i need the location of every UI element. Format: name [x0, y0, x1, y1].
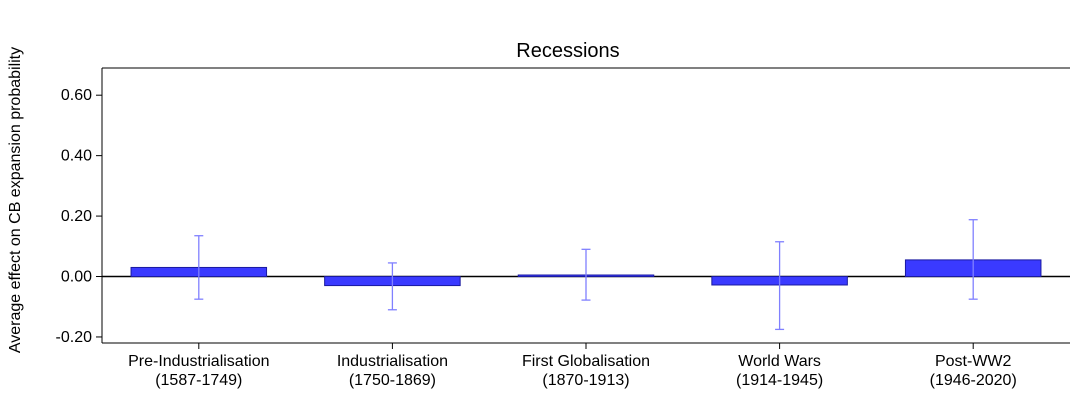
- x-tick-label-period: (1914-1945): [736, 372, 823, 389]
- x-tick-label-period: (1946-2020): [930, 372, 1017, 389]
- chart-title: Recessions: [516, 40, 619, 62]
- x-tick-label: First Globalisation: [522, 353, 650, 370]
- x-tick-label-period: (1870-1913): [542, 372, 629, 389]
- y-tick-label: 0.60: [61, 87, 92, 104]
- y-tick-label: 0.00: [61, 269, 92, 286]
- plot-area: 0.60 0.40 0.20 0.00 -0.20 Pre-Industrialisati…: [56, 67, 1070, 389]
- x-tick-label-period: (1750-1869): [349, 372, 436, 389]
- y-tick-label: -0.20: [56, 329, 93, 346]
- x-tick-label-period: (1587-1749): [155, 372, 242, 389]
- y-tick-label: 0.20: [61, 208, 92, 225]
- x-tick-label: World Wars: [738, 353, 821, 370]
- y-axis-title: Average effect on CB expansion probabili…: [7, 47, 24, 353]
- x-tick-label: Industrialisation: [337, 353, 448, 370]
- y-tick-label: 0.40: [61, 148, 92, 165]
- x-tick-label: Post-WW2: [935, 353, 1012, 370]
- x-tick-label: Pre-Industrialisation: [128, 353, 269, 370]
